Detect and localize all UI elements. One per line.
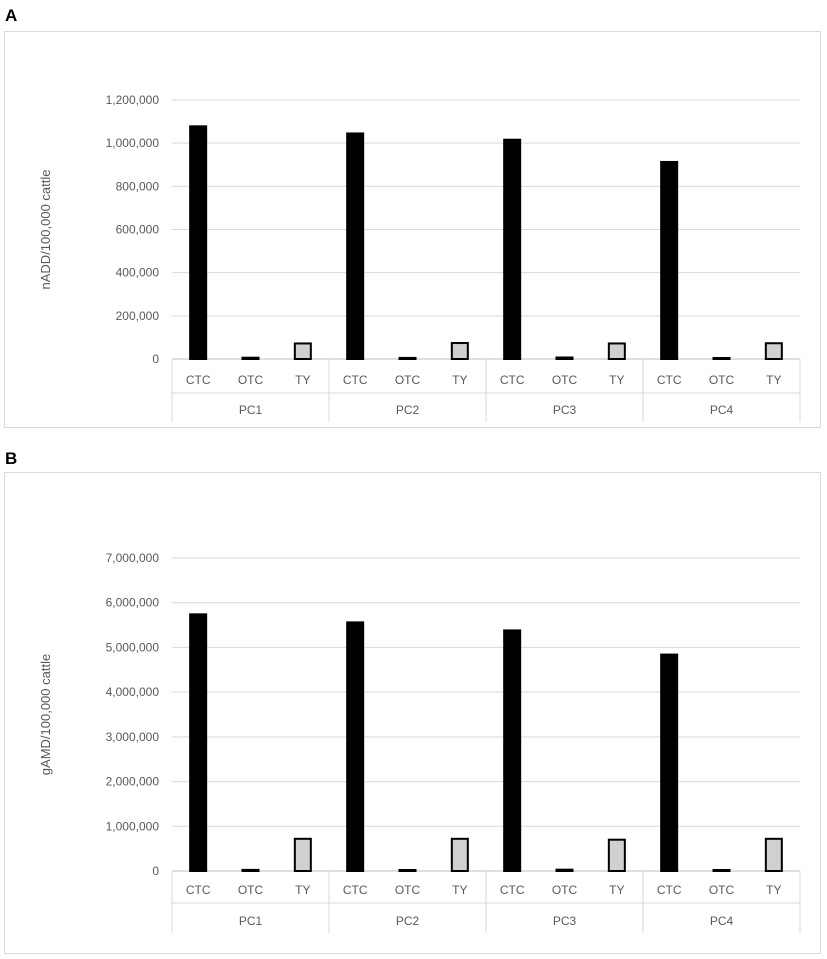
panel-label-a: A	[5, 6, 18, 25]
y-tick-label: 200,000	[116, 309, 160, 323]
category-label: OTC	[395, 373, 421, 387]
y-tick-label: 3,000,000	[106, 730, 160, 744]
bar-ctc-pc1	[189, 613, 208, 873]
y-tick-label: 800,000	[116, 179, 160, 193]
panel-label-b: B	[5, 449, 18, 468]
group-label: PC3	[553, 403, 577, 417]
bar-ctc-pc2	[346, 621, 365, 872]
bar-otc-pc2	[398, 869, 417, 872]
bar-ty-pc4	[764, 837, 783, 873]
bar-otc-pc1	[241, 356, 260, 360]
category-label: TY	[295, 373, 310, 387]
category-label: TY	[452, 373, 467, 387]
bar-otc-pc2	[398, 356, 417, 361]
category-label: CTC	[186, 373, 211, 387]
category-label: TY	[609, 373, 624, 387]
y-tick-label: 6,000,000	[106, 596, 160, 610]
category-label: CTC	[500, 373, 525, 387]
y-tick-label: 1,000,000	[106, 136, 160, 150]
bar-ty-pc2	[450, 342, 469, 360]
category-label: OTC	[238, 883, 264, 897]
bar-otc-pc3	[555, 356, 574, 360]
category-label: TY	[766, 883, 781, 897]
group-label: PC1	[239, 403, 263, 417]
category-label: OTC	[709, 883, 735, 897]
y-tick-label: 7,000,000	[106, 551, 160, 565]
category-label: TY	[609, 883, 624, 897]
category-label: OTC	[709, 373, 735, 387]
y-tick-label: 1,200,000	[106, 93, 160, 107]
bar-ctc-pc2	[346, 132, 365, 360]
y-tick-label: 4,000,000	[106, 685, 160, 699]
y-tick-label: 0	[152, 352, 159, 366]
category-label: CTC	[500, 883, 525, 897]
group-label: PC4	[710, 914, 734, 928]
group-label: PC2	[396, 914, 420, 928]
bar-ctc-pc4	[660, 653, 679, 873]
category-label: CTC	[657, 373, 682, 387]
bar-ctc-pc3	[503, 138, 522, 360]
group-label: PC3	[553, 914, 577, 928]
group-label: PC1	[239, 914, 263, 928]
bar-ty-pc2	[450, 837, 469, 873]
y-tick-label: 5,000,000	[106, 640, 160, 654]
bar-otc-pc3	[555, 868, 574, 872]
category-label: TY	[452, 883, 467, 897]
bar-otc-pc1	[241, 868, 260, 872]
category-label: TY	[295, 883, 310, 897]
bar-ctc-pc4	[660, 160, 679, 360]
category-label: OTC	[552, 373, 578, 387]
bar-ctc-pc3	[503, 629, 522, 872]
y-tick-label: 1,000,000	[106, 819, 160, 833]
chart-a: 0 200,000 400,000 600,000 800,000 1,000,000 1,…	[38, 93, 801, 422]
y-axis-label: nADD/100,000 cattle	[38, 170, 53, 290]
y-tick-label: 600,000	[116, 223, 160, 237]
group-label: PC2	[396, 403, 420, 417]
y-tick-label: 400,000	[116, 266, 160, 280]
group-label: PC4	[710, 403, 734, 417]
bar-ty-pc3	[607, 342, 626, 360]
bar-ty-pc1	[293, 837, 312, 873]
category-label: CTC	[657, 883, 682, 897]
bar-otc-pc4	[712, 357, 731, 360]
bar-ctc-pc1	[189, 125, 208, 360]
category-label: OTC	[238, 373, 264, 387]
y-axis-label: gAMD/100,000 cattle	[38, 654, 53, 775]
y-tick-label: 0	[152, 864, 159, 878]
category-label: TY	[766, 373, 781, 387]
bar-ty-pc3	[607, 838, 626, 873]
category-label: CTC	[343, 373, 368, 387]
y-tick-label: 2,000,000	[106, 775, 160, 789]
bar-otc-pc4	[712, 869, 731, 872]
category-label: CTC	[343, 883, 368, 897]
chart-b-frame	[4, 472, 821, 954]
category-label: OTC	[395, 883, 421, 897]
category-label: OTC	[552, 883, 578, 897]
bar-ty-pc4	[764, 342, 783, 361]
bar-ty-pc1	[293, 342, 312, 360]
chart-b: 0 1,000,000 2,000,000 3,000,000 4,000,000 5,0…	[38, 551, 801, 933]
category-label: CTC	[186, 883, 211, 897]
